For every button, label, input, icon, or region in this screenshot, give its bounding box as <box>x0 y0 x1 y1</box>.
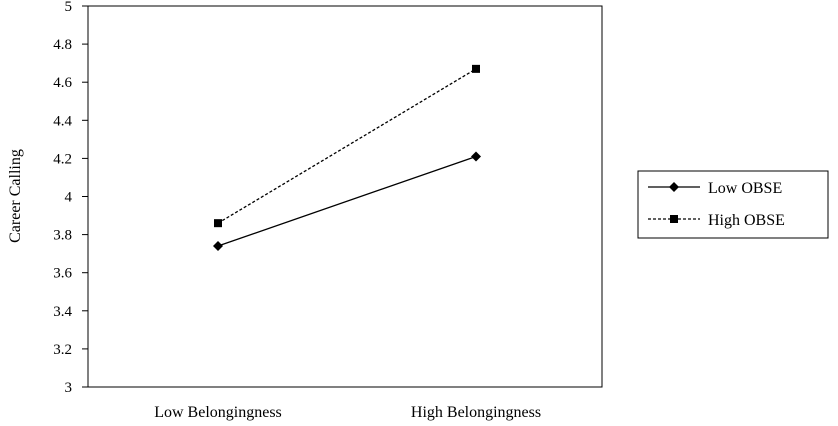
series-layer <box>213 64 481 252</box>
y-tick-label: 4.8 <box>53 37 72 53</box>
plot-area <box>87 5 603 388</box>
x-category-label: Low Belongingness <box>154 404 282 421</box>
y-tick-label: 4.6 <box>53 75 72 91</box>
legend: Low OBSE High OBSE <box>637 170 829 239</box>
data-point <box>471 151 481 162</box>
y-tick-label: 3 <box>65 380 73 396</box>
y-axis: 3 3.2 3.4 3.6 3.8 4 4.2 4.4 4.6 4.8 5 <box>53 0 88 396</box>
y-axis-title: Career Calling <box>7 149 24 243</box>
y-tick-label: 3.8 <box>53 228 72 244</box>
y-tick-label: 4.2 <box>53 151 72 167</box>
series-line-low-obse <box>217 155 477 247</box>
y-tick-label: 3.6 <box>53 266 72 282</box>
data-point <box>472 64 480 73</box>
y-tick-label: 5 <box>65 0 73 15</box>
legend-box <box>637 170 829 239</box>
legend-marker-low-obse <box>669 182 679 192</box>
legend-marker-high-obse <box>670 215 678 223</box>
legend-label-low-obse: Low OBSE <box>708 180 782 197</box>
x-category-label: High Belongingness <box>411 404 541 421</box>
y-tick-label: 4.4 <box>53 113 72 129</box>
series-line-high-obse <box>217 68 477 224</box>
x-axis: Low Belongingness High Belongingness <box>154 404 541 421</box>
data-point <box>214 219 222 228</box>
y-tick-label: 3.4 <box>53 304 72 320</box>
data-point <box>213 241 223 252</box>
legend-label-high-obse: High OBSE <box>708 212 785 229</box>
y-tick-label: 4 <box>65 190 73 206</box>
y-tick-label: 3.2 <box>53 342 72 358</box>
